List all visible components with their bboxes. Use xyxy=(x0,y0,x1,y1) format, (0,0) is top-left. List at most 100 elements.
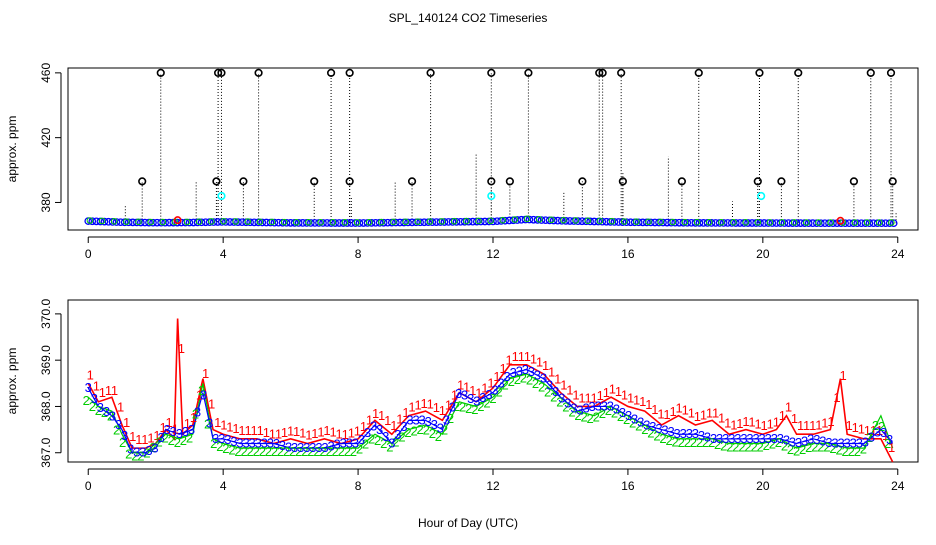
outlier-point xyxy=(617,68,626,77)
series-3-point: 3 xyxy=(698,428,705,443)
series-1-point: 1 xyxy=(378,408,385,423)
series-3-point: 3 xyxy=(704,430,711,445)
co2-point xyxy=(464,217,473,226)
series-1-point: 1 xyxy=(244,423,251,438)
series-1-point: 1 xyxy=(354,424,361,439)
series-1-point: 1 xyxy=(414,398,421,413)
series-3-point: 3 xyxy=(837,435,844,450)
series-1-point: 1 xyxy=(846,418,853,433)
series-3-point: 3 xyxy=(467,391,474,406)
series-2-point: 2 xyxy=(769,436,776,451)
series-2-point: 2 xyxy=(162,431,169,446)
co2-point-alt xyxy=(244,218,252,225)
series-3-point: 3 xyxy=(121,428,128,443)
series-2-point: 2 xyxy=(216,439,223,454)
series-3-point: 3 xyxy=(255,435,262,450)
co2-point-alt xyxy=(147,218,154,226)
series-1-point: 1 xyxy=(597,388,604,403)
series-3-point: 3 xyxy=(291,440,298,455)
y-tick-label: 380 xyxy=(39,192,53,212)
co2-point xyxy=(477,217,485,226)
co2-point-alt xyxy=(875,219,883,226)
series-2-point: 2 xyxy=(508,374,515,389)
co2-point xyxy=(440,218,449,226)
series-1-point: 1 xyxy=(833,390,840,405)
co2-point xyxy=(246,218,254,227)
series-1-point: 1 xyxy=(827,414,834,429)
series-2-point: 2 xyxy=(356,441,363,456)
series-1-point: 1 xyxy=(366,412,373,427)
series-1-point: 1 xyxy=(657,407,664,422)
series-1-point: 1 xyxy=(688,406,695,421)
co2-point xyxy=(853,219,862,228)
co2-point xyxy=(707,219,716,227)
co2-point-alt xyxy=(888,219,895,226)
series-3-point: 3 xyxy=(601,398,608,413)
series-2-point: 2 xyxy=(732,439,739,454)
series-1-point: 1 xyxy=(663,407,670,422)
co2-point xyxy=(416,218,424,227)
co2-point-alt xyxy=(633,218,640,225)
co2-point xyxy=(222,218,230,226)
series-1-point: 1 xyxy=(530,351,537,366)
series-1-point: 1 xyxy=(536,355,543,370)
series-2-point: 2 xyxy=(386,439,393,454)
co2-point-alt xyxy=(195,218,203,226)
series-1-point: 1 xyxy=(603,385,610,400)
series-2-point: 2 xyxy=(259,444,266,459)
series-1-point: 1 xyxy=(694,409,701,424)
series-2-point: 2 xyxy=(392,434,399,449)
co2-point-alt xyxy=(487,217,494,225)
co2-point xyxy=(877,219,886,228)
series-1-point: 1 xyxy=(669,404,676,419)
series-2-point: 2 xyxy=(149,440,156,455)
series-2-point: 2 xyxy=(374,433,381,448)
series-3-point: 3 xyxy=(631,411,638,426)
co2-point-alt xyxy=(803,219,810,226)
series-1-point: 1 xyxy=(882,428,889,443)
co2-point xyxy=(161,218,169,227)
series-3-point: 3 xyxy=(728,431,735,446)
outlier-point xyxy=(888,177,897,186)
series-3-point: 3 xyxy=(576,402,583,417)
series-3-point: 3 xyxy=(582,401,589,416)
series-1-point: 1 xyxy=(767,416,774,431)
series-1-point: 1 xyxy=(615,384,622,399)
series-1-point: 1 xyxy=(809,418,816,433)
series-1-point: 1 xyxy=(718,410,725,425)
series-1-point: 1 xyxy=(639,394,646,409)
series-1-point: 1 xyxy=(190,410,197,425)
series-3-point: 3 xyxy=(674,426,681,441)
co2-point-alt xyxy=(815,219,822,226)
series-2-point: 2 xyxy=(599,406,606,421)
series-2-point: 2 xyxy=(180,433,187,448)
outlier-point xyxy=(212,177,221,186)
series-1-point: 1 xyxy=(457,378,464,393)
series-3-point: 3 xyxy=(862,434,869,449)
co2-point-alt xyxy=(718,218,725,226)
series-3-point: 3 xyxy=(607,398,614,413)
co2-point-alt xyxy=(584,217,592,225)
series-2-point: 2 xyxy=(325,444,332,459)
series-2-point: 2 xyxy=(665,433,672,448)
series-3-point: 3 xyxy=(752,431,759,446)
series-1-point: 1 xyxy=(858,422,865,437)
series-2-point: 2 xyxy=(520,370,527,385)
series-1-point: 1 xyxy=(439,403,446,418)
co2-point xyxy=(659,218,667,227)
x-tick-label: 12 xyxy=(486,479,500,493)
series-2-point: 2 xyxy=(653,429,660,444)
co2-point-alt xyxy=(317,218,324,226)
series-3-point: 3 xyxy=(327,438,334,453)
co2-point-alt xyxy=(450,217,458,225)
series-1-point: 1 xyxy=(773,414,780,429)
x-tick-label: 8 xyxy=(355,247,362,261)
series-1-point: 1 xyxy=(336,426,343,441)
series-1-point: 1 xyxy=(427,397,434,412)
co2-point xyxy=(562,217,570,225)
co2-point xyxy=(598,217,607,226)
series-1-point: 1 xyxy=(512,349,519,364)
series-2-point: 2 xyxy=(611,405,618,420)
series-3-point: 3 xyxy=(801,433,808,448)
y-tick-label: 368.0 xyxy=(39,391,53,421)
